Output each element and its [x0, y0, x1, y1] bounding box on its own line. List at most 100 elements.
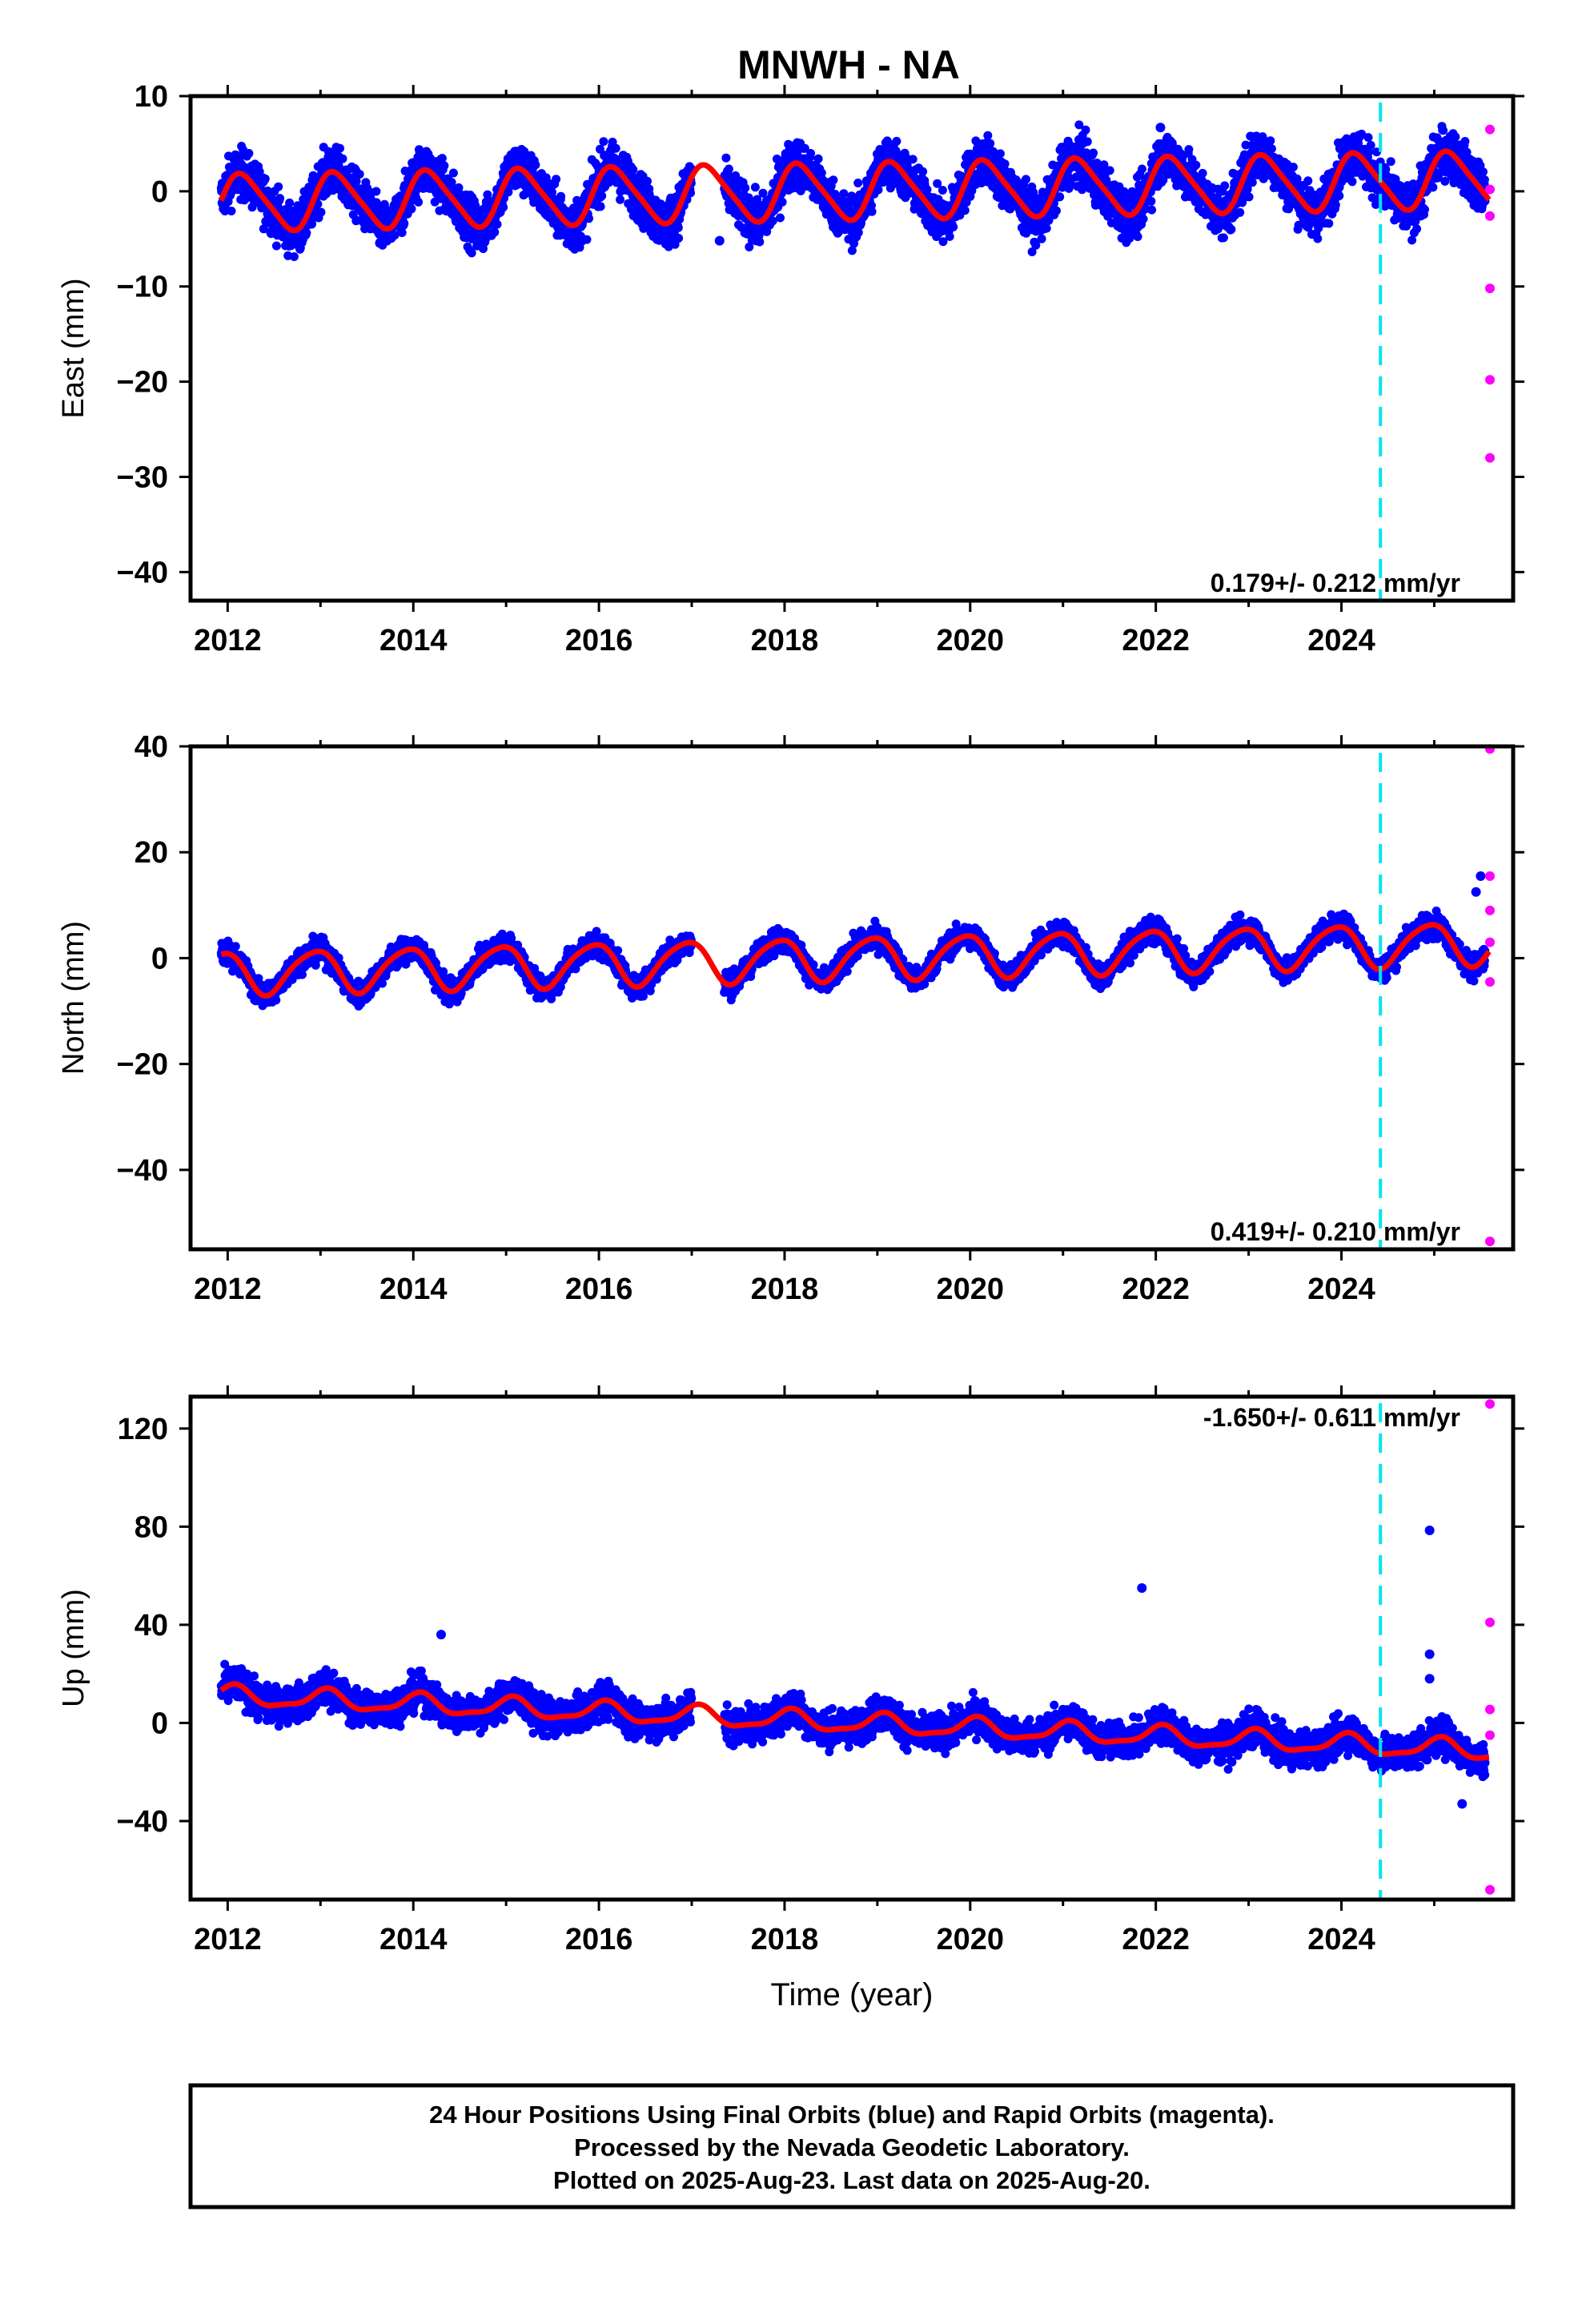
y-tick-label: −10 [117, 271, 168, 304]
final-orbit-point [674, 234, 684, 243]
final-orbit-point [274, 182, 283, 191]
final-orbit-point [1191, 160, 1201, 170]
final-orbit-point [231, 942, 240, 951]
final-orbit-point [1074, 120, 1084, 130]
rapid-orbit-point [1485, 283, 1496, 294]
final-orbit-point [1363, 133, 1373, 143]
final-orbit-point [1147, 205, 1157, 215]
final-orbit-point [1037, 234, 1046, 243]
final-orbit-point [260, 174, 270, 183]
final-orbit-point [351, 176, 361, 186]
final-orbit-point [673, 223, 683, 232]
x-tick-label: 2024 [1307, 624, 1375, 657]
y-tick-label: 10 [135, 80, 168, 114]
final-orbit-point [983, 131, 993, 140]
y-tick-label: 0 [151, 175, 168, 209]
chart-title: MNWH - NA [737, 42, 960, 87]
final-orbit-point [1022, 175, 1030, 184]
north-final-orbit-points [216, 870, 1490, 1011]
final-orbit-outlier-point [1155, 123, 1166, 133]
final-orbit-point [355, 170, 364, 179]
rapid-orbit-point [1485, 452, 1496, 463]
final-orbit-point [1480, 175, 1489, 184]
final-orbit-point [643, 176, 652, 186]
final-orbit-point [1000, 159, 1010, 169]
final-orbit-point [235, 152, 245, 162]
final-orbit-point [307, 219, 317, 229]
final-orbit-point [1479, 167, 1488, 177]
final-orbit-point [847, 246, 857, 255]
final-orbit-point [776, 213, 785, 223]
y-tick-label: −30 [117, 460, 168, 494]
final-orbit-point [1133, 232, 1142, 241]
final-orbit-point [400, 219, 409, 228]
final-orbit-point [853, 179, 863, 187]
x-tick-label: 2012 [194, 624, 262, 657]
final-orbit-point [552, 175, 561, 184]
final-orbit-point [1331, 200, 1340, 210]
final-orbit-point [335, 143, 344, 153]
final-orbit-point [853, 227, 863, 237]
final-orbit-point [1219, 233, 1228, 243]
x-tick-label: 2022 [1122, 624, 1190, 657]
final-orbit-point [1451, 132, 1460, 142]
final-orbit-point [1303, 176, 1313, 186]
final-orbit-point [1347, 177, 1357, 187]
final-orbit-point [1082, 137, 1092, 147]
final-orbit-point [949, 222, 958, 231]
final-orbit-point [397, 228, 407, 237]
final-orbit-point [448, 168, 458, 178]
final-orbit-point [986, 139, 995, 148]
final-orbit-point [745, 242, 754, 251]
x-tick-label: 2018 [751, 624, 819, 657]
rapid-orbit-point [1485, 124, 1496, 135]
y-tick-label: −20 [117, 366, 168, 400]
final-orbit-point [338, 154, 347, 163]
final-orbit-point [289, 252, 299, 261]
rapid-orbit-point [1485, 375, 1496, 385]
final-orbit-point [1266, 136, 1275, 146]
final-orbit-point [938, 186, 947, 195]
final-orbit-point [414, 197, 424, 207]
final-orbit-point [407, 204, 416, 214]
final-orbit-point [817, 168, 826, 178]
final-orbit-point [873, 185, 883, 195]
final-orbit-point [806, 149, 816, 158]
final-orbit-point [768, 216, 777, 226]
final-orbit-point [741, 183, 750, 193]
final-orbit-point [437, 154, 447, 163]
final-orbit-point [1288, 163, 1298, 172]
final-orbit-point [1235, 207, 1245, 217]
final-orbit-point [285, 198, 295, 207]
east-plot-area [216, 103, 1496, 601]
final-orbit-point [390, 231, 400, 240]
final-orbit-point [244, 149, 254, 158]
panel-east: 2012 2014 2016 2018 2020 2022 2024 100−10−20−3… [57, 80, 1524, 657]
final-orbit-point [1324, 219, 1334, 228]
final-orbit-point [849, 239, 859, 248]
final-orbit-point [1366, 140, 1375, 150]
final-orbit-point [1055, 192, 1065, 202]
final-orbit-point [1022, 228, 1031, 238]
north-plot-area [216, 744, 1496, 1249]
final-orbit-point [922, 185, 932, 195]
final-orbit-point [800, 143, 809, 153]
final-orbit-point [1066, 179, 1075, 188]
final-orbit-point [1439, 126, 1448, 135]
final-orbit-point [1247, 178, 1257, 187]
final-orbit-point [945, 231, 954, 241]
final-orbit-point [892, 136, 901, 146]
final-orbit-point [351, 215, 361, 225]
y-tick-label: −40 [117, 556, 168, 589]
final-orbit-point [1081, 125, 1090, 135]
final-orbit-point [918, 167, 928, 176]
final-orbit-point [628, 165, 638, 175]
final-orbit-point [1052, 206, 1061, 215]
final-orbit-point [1267, 144, 1276, 154]
final-orbit-point [721, 153, 731, 163]
final-orbit-point [839, 189, 849, 199]
east-plot-frame [188, 94, 1516, 603]
final-orbit-point [1412, 224, 1422, 234]
final-orbit-point [1138, 214, 1148, 223]
